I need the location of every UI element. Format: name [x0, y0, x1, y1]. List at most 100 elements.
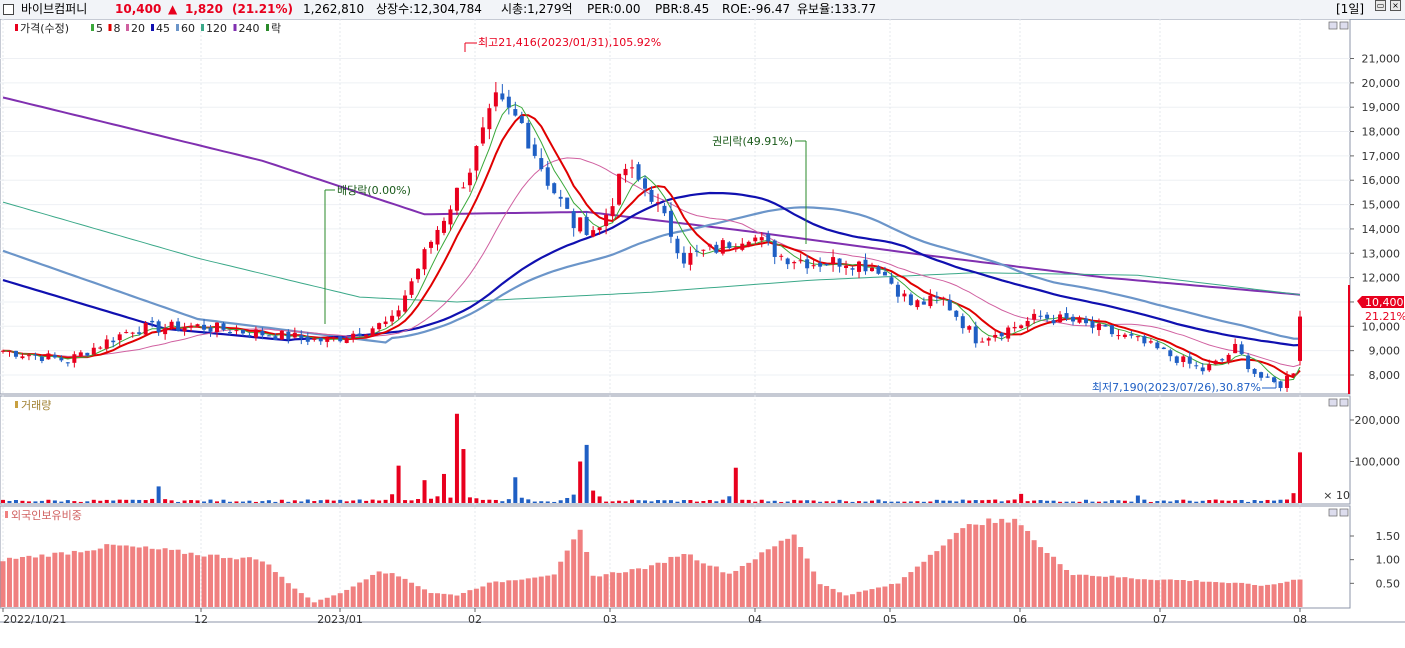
- volume-bar: [1038, 500, 1043, 503]
- restore-icon[interactable]: ▭: [1375, 0, 1386, 11]
- volume-bar: [986, 499, 991, 503]
- candle-body: [1259, 372, 1264, 378]
- volume-bar: [59, 501, 64, 503]
- volume-bar: [253, 501, 258, 503]
- candle-body: [694, 250, 699, 252]
- foreign-ratio-bar: [1154, 580, 1160, 607]
- volume-bar: [1129, 501, 1134, 503]
- foreign-ratio-bar: [454, 595, 460, 607]
- candle-body: [227, 332, 232, 334]
- candle-body: [597, 227, 602, 231]
- foreign-ratio-bar: [1200, 581, 1206, 607]
- candle-body: [941, 297, 946, 300]
- volume-bar: [662, 500, 667, 503]
- foreign-ratio-bar: [363, 579, 369, 607]
- ma240-line: [2, 96, 1301, 296]
- candle-body: [195, 324, 200, 327]
- candle-body: [1064, 313, 1069, 319]
- foreign-ratio-bar: [337, 593, 343, 607]
- volume-bar: [26, 501, 31, 503]
- volume-bar: [1278, 499, 1283, 503]
- volume-bar: [500, 501, 505, 503]
- candle-body: [565, 197, 570, 209]
- foreign-ratio-bar: [195, 555, 201, 607]
- candle-body: [1129, 334, 1134, 336]
- volume-bar: [643, 500, 648, 503]
- candle-body: [947, 299, 952, 311]
- volume-bar: [7, 501, 12, 503]
- candle-body: [396, 310, 401, 317]
- foreign-ratio-bar: [986, 518, 992, 607]
- legend-label: 60: [181, 22, 195, 35]
- candle-body: [1207, 364, 1212, 371]
- volume-bar: [1265, 499, 1270, 503]
- foreign-ratio-bar: [1089, 575, 1095, 607]
- volume-bar: [91, 499, 96, 503]
- volume-bar: [513, 477, 518, 503]
- candle-body: [824, 263, 829, 266]
- volume-bar: [409, 500, 414, 503]
- candle-body: [1071, 316, 1076, 322]
- candle-body: [1006, 327, 1011, 339]
- volume-bar: [1006, 500, 1011, 503]
- foreign-ratio-bar: [532, 577, 538, 607]
- foreign-ratio-bar: [460, 592, 466, 607]
- foreign-ratio-bar: [13, 558, 19, 607]
- volume-bar: [130, 499, 135, 503]
- foreign-ratio-bar: [493, 581, 499, 607]
- retention-ratio: 유보율:133.77: [797, 2, 877, 16]
- volume-bar: [260, 501, 265, 503]
- candle-body: [461, 187, 466, 189]
- candle-body: [344, 338, 349, 343]
- volume-bar: [655, 500, 660, 503]
- volume-bar: [681, 500, 686, 503]
- close-icon[interactable]: ×: [1390, 0, 1401, 11]
- candle-body: [779, 255, 784, 257]
- candle-body: [403, 295, 408, 312]
- foreign-ratio-bar: [71, 550, 77, 607]
- foreign-ratio-bar: [1271, 584, 1277, 607]
- candle-body: [539, 158, 544, 170]
- foreign-ratio-bar: [791, 534, 797, 607]
- foreign-ratio-bar: [1044, 553, 1050, 607]
- candle-body: [474, 146, 479, 171]
- foreign-ratio-bar: [674, 556, 680, 607]
- volume-bar: [882, 501, 887, 503]
- foreign-ratio-bar: [240, 557, 246, 607]
- volume-bar: [811, 500, 816, 503]
- foreign-ratio-bar: [837, 592, 843, 607]
- volume-bar: [39, 500, 44, 503]
- foreign-ratio-bar: [1109, 575, 1115, 607]
- foreign-ratio-bar: [32, 557, 38, 607]
- volume-panel-buttons[interactable]: [1328, 398, 1349, 407]
- foreign-ratio-bar: [266, 564, 272, 607]
- candle-body: [934, 296, 939, 298]
- volume-bar: [377, 500, 382, 503]
- stock-select-checkbox[interactable]: [3, 4, 14, 15]
- date-tick-label: 05: [883, 613, 897, 626]
- foreign-ratio-bar: [1265, 584, 1271, 607]
- legend-label: 240: [239, 22, 260, 35]
- date-tick-label: 03: [603, 613, 617, 626]
- date-tick-label: 12: [194, 613, 208, 626]
- foreign-tick-label: 0.50: [1376, 577, 1401, 590]
- volume-bar: [234, 501, 239, 503]
- foreign-ratio-bar: [545, 575, 551, 607]
- period-selector[interactable]: [1일]: [1336, 2, 1365, 16]
- candle-body: [1116, 335, 1121, 337]
- volume-bar: [545, 501, 550, 503]
- foreign-ratio-bar: [1239, 582, 1245, 607]
- volume-bar: [1019, 493, 1024, 503]
- foreign-ratio-bar: [422, 589, 428, 607]
- volume-bar: [227, 501, 232, 503]
- foreign-panel-buttons[interactable]: [1328, 508, 1349, 517]
- volume-bar: [351, 500, 356, 503]
- volume-bar: [176, 501, 181, 503]
- foreign-legend: 외국인보유비중: [5, 509, 82, 522]
- price-tick-label: 13,000: [1362, 247, 1401, 260]
- candle-body: [766, 234, 771, 242]
- foreign-ratio-bar: [538, 576, 544, 607]
- foreign-ratio-bar: [1167, 579, 1173, 607]
- candle-body: [740, 243, 745, 250]
- price-panel-buttons[interactable]: [1328, 21, 1349, 30]
